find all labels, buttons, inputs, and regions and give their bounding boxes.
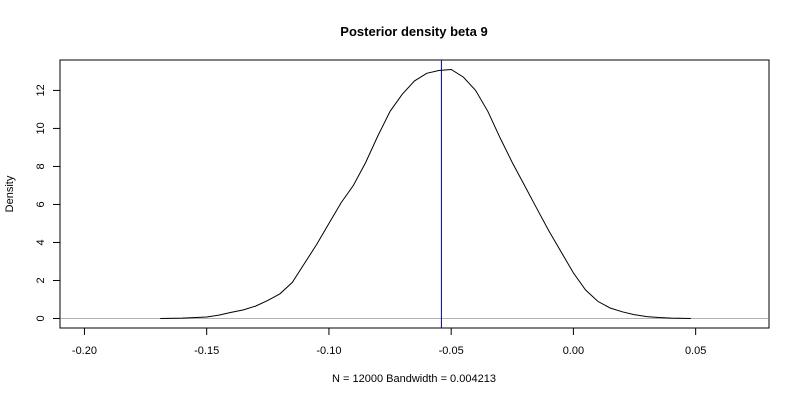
plot-frame bbox=[59, 59, 770, 329]
x-tick-label: 0.00 bbox=[563, 345, 584, 357]
x-tick-label: -0.15 bbox=[194, 345, 219, 357]
x-tick-label: -0.05 bbox=[439, 345, 464, 357]
y-tick-label: 0 bbox=[35, 315, 47, 321]
y-tick-label: 8 bbox=[35, 163, 47, 169]
x-axis-label: N = 12000 Bandwidth = 0.004213 bbox=[332, 373, 496, 385]
x-axis: -0.20 -0.15 -0.10 -0.05 0.00 0.05 bbox=[72, 327, 706, 357]
x-tick-label: 0.05 bbox=[685, 345, 706, 357]
y-tick-label: 2 bbox=[35, 277, 47, 283]
y-tick-label: 4 bbox=[35, 239, 47, 245]
chart-title: Posterior density beta 9 bbox=[340, 24, 487, 39]
y-tick-label: 12 bbox=[35, 84, 47, 96]
x-tick-label: -0.10 bbox=[316, 345, 341, 357]
x-tick-label: -0.20 bbox=[72, 345, 97, 357]
y-tick-label: 10 bbox=[35, 122, 47, 134]
density-curve bbox=[160, 68, 691, 319]
y-axis-label: Density bbox=[4, 175, 16, 212]
y-tick-label: 6 bbox=[35, 201, 47, 207]
y-axis: 0 2 4 6 8 10 12 bbox=[35, 84, 61, 322]
